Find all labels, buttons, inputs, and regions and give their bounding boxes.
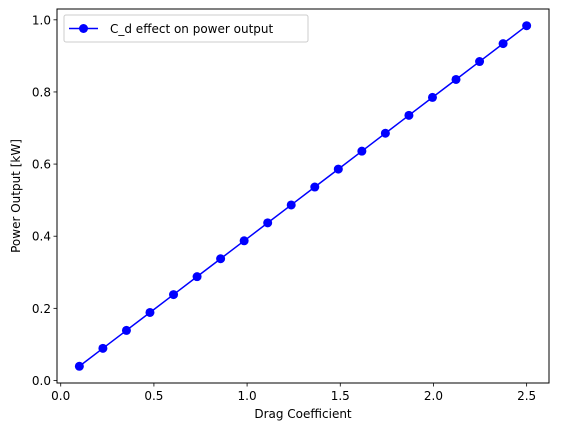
x-tick-label: 2.0: [424, 389, 443, 403]
data-point: [98, 343, 108, 353]
data-point: [169, 290, 179, 300]
x-tick-label: 2.5: [517, 389, 536, 403]
data-point: [404, 110, 414, 120]
x-tick-label: 1.0: [238, 389, 257, 403]
x-axis-label: Drag Coefficient: [254, 407, 352, 421]
legend-box: [63, 14, 309, 43]
series-layer: [74, 21, 532, 371]
y-tick-label: 0.8: [32, 85, 51, 99]
data-point: [263, 218, 273, 228]
y-tick-label: 0.6: [32, 158, 51, 172]
y-axis-label: Power Output [kW]: [9, 139, 23, 253]
data-point: [380, 128, 390, 138]
y-tick-label: 0.4: [32, 230, 51, 244]
data-point: [357, 146, 367, 156]
data-point: [216, 254, 226, 264]
data-point: [145, 307, 155, 317]
data-point: [475, 57, 485, 67]
x-axis-ticks: 0.0 0.5 1.0 1.5 2.0 2.5: [51, 383, 536, 403]
legend: C_d effect on power output: [63, 14, 309, 43]
data-point: [498, 39, 508, 49]
x-tick-label: 0.5: [144, 389, 163, 403]
series-line: [78, 25, 528, 367]
y-tick-label: 0.0: [32, 374, 51, 388]
data-point: [239, 236, 249, 246]
y-tick-label: 0.2: [32, 302, 51, 316]
legend-marker-swatch: [79, 24, 88, 33]
data-point: [286, 200, 296, 210]
data-point: [192, 272, 202, 282]
data-point: [522, 21, 532, 31]
data-point: [74, 361, 84, 371]
data-point: [427, 92, 437, 102]
x-tick-label: 1.5: [331, 389, 350, 403]
legend-label: C_d effect on power output: [110, 22, 274, 36]
plot-area: [56, 8, 550, 384]
axes-frame: [56, 8, 550, 384]
x-tick-label: 0.0: [51, 389, 70, 403]
data-point: [451, 74, 461, 84]
y-axis-ticks: 0.0 0.2 0.4 0.6 0.8 1.0: [32, 13, 57, 388]
data-point: [310, 182, 320, 192]
data-point: [333, 164, 343, 174]
y-tick-label: 1.0: [32, 13, 51, 27]
data-point: [121, 325, 131, 335]
